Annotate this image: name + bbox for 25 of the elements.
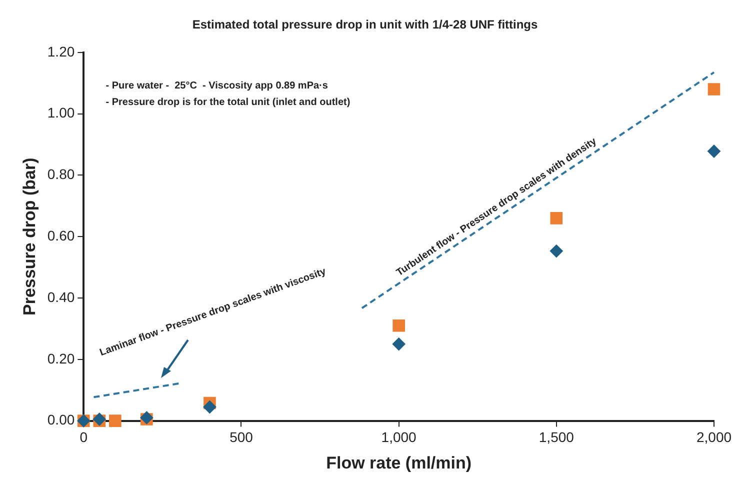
x-axis-title: Flow rate (ml/min) [326,453,472,472]
y-tick-label: 0.00 [47,412,75,428]
point [109,414,122,427]
chart-title: Estimated total pressure drop in unit with 1/4-28 UNF fittings [192,18,538,32]
point [708,144,720,158]
x-tick-label: 1,500 [538,429,574,446]
annotation: - Pressure drop is for the total unit (inlet and outlet) [106,96,350,108]
x-tick-label: 1,000 [381,429,417,446]
point [203,400,216,414]
y-tick-label: 1.20 [47,43,75,60]
annotation: - Pure water - 25°C - Viscosity app 0.89 mPa·s [106,80,328,92]
y-tick-label: 0.40 [47,288,75,305]
y-tick-label: 0.80 [47,166,75,182]
x-tick-label: 2,000 [696,429,732,446]
y-tick-label: 1.00 [47,104,75,121]
point [550,212,563,224]
y-tick-label: 0.60 [47,227,75,244]
point [392,338,406,351]
point [550,244,563,258]
point [392,319,405,332]
x-tick-label: 500 [230,429,254,446]
y-axis-title: Pressure drop (bar) [20,158,39,316]
x-tick-label: 0 [80,429,88,446]
y-tick-label: 0.20 [47,350,75,366]
point [708,83,720,96]
